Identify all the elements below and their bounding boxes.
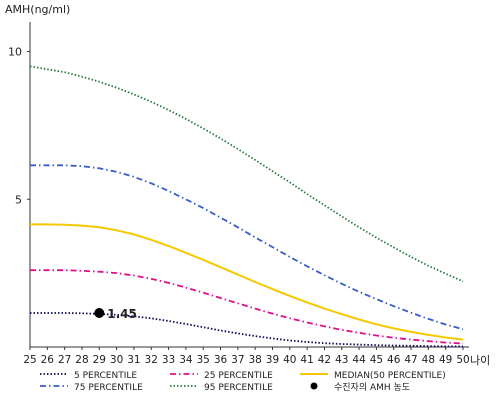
legend-marker (310, 382, 318, 390)
axes: 5 10 25 26 27 28 29 30 31 32 33 34 35 36 37 38 39 40 41 42 4… (8, 22, 470, 366)
x-axis-title: 나이 (470, 354, 490, 367)
x-tick-label: 34 (179, 354, 193, 366)
x-tick-label: 32 (145, 354, 158, 366)
legend-label: 5 PERCENTILE (74, 371, 137, 381)
x-tick-label: 43 (335, 354, 348, 366)
patient-marker-label: 1.45 (107, 307, 137, 321)
y-tick-label: 10 (8, 46, 22, 59)
x-tick-label: 49 (439, 354, 452, 366)
series-line (30, 312, 463, 348)
legend-label: 수진자의 AMH 농도 (334, 382, 410, 393)
x-tick-label: 39 (266, 354, 279, 366)
x-tick-label: 33 (162, 354, 175, 366)
x-tick-label: 47 (404, 354, 417, 366)
legend-label: 75 PERCENTILE (74, 383, 143, 393)
x-tick-label: 29 (93, 354, 106, 366)
x-tick-label: 44 (352, 354, 366, 366)
patient-marker-point (94, 308, 105, 319)
x-tick-label: 46 (387, 354, 401, 366)
legend: 5 PERCENTILE 25 PERCENTILE MEDIAN(50 PERCE… (40, 371, 446, 393)
x-tick-label: 50 (456, 354, 469, 366)
x-tick-label: 48 (422, 354, 435, 366)
y-axis-title: AMH(ng/ml) (5, 3, 70, 16)
y-tick-label: 5 (15, 193, 22, 206)
x-tick-label: 25 (23, 354, 36, 366)
x-tick-label: 41 (300, 354, 313, 366)
series-line (29, 65, 464, 283)
x-tick-label: 38 (248, 354, 261, 366)
legend-label: 25 PERCENTILE (204, 371, 273, 381)
legend-label: MEDIAN(50 PERCENTILE) (334, 371, 446, 381)
x-tick-label: 42 (318, 354, 331, 366)
series-line (30, 164, 464, 331)
x-tick-label: 35 (197, 354, 210, 366)
x-tick-label: 37 (231, 354, 244, 366)
x-tick-label: 27 (58, 354, 71, 366)
series-layer (29, 65, 464, 348)
x-tick-label: 31 (127, 354, 140, 366)
series-line (30, 223, 464, 341)
x-tick-label: 45 (370, 354, 383, 366)
x-tick-label: 36 (214, 354, 228, 366)
x-tick-label: 40 (283, 354, 296, 366)
series-line (30, 269, 464, 345)
legend-label: 95 PERCENTILE (204, 383, 273, 393)
x-tick-label: 28 (75, 354, 88, 366)
marker-layer: 1.45 (94, 307, 137, 321)
x-tick-label: 26 (41, 354, 55, 366)
x-tick-label: 30 (110, 354, 123, 366)
